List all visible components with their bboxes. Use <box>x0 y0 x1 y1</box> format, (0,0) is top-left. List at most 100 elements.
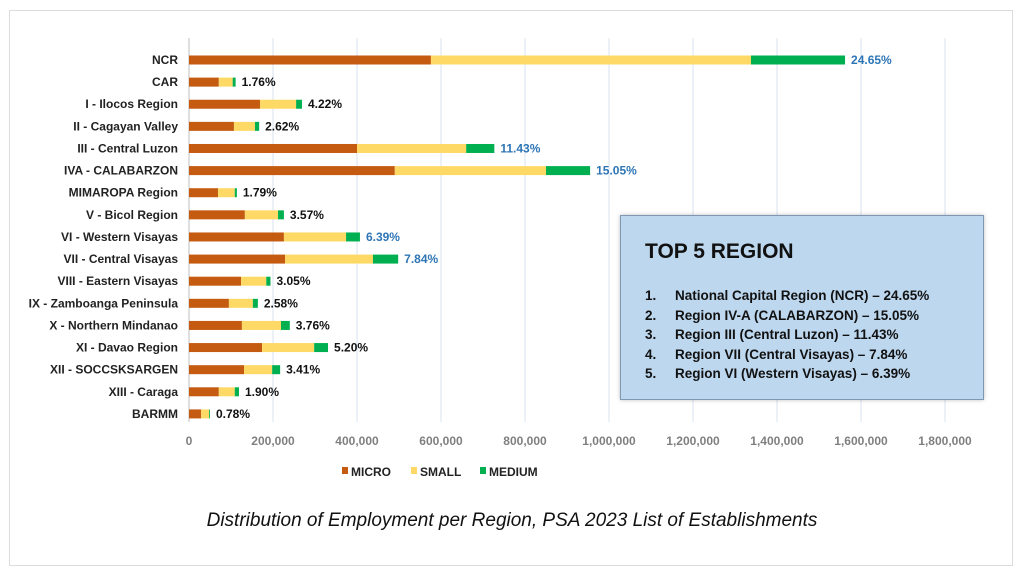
category-label: X - Northern Mindanao <box>49 318 178 332</box>
data-label: 15.05% <box>596 164 637 178</box>
data-label: 1.90% <box>245 385 279 399</box>
top5-item: 3. Region III (Central Luzon) – 11.43% <box>645 325 929 345</box>
top5-item: 1. National Capital Region (NCR) – 24.65% <box>645 286 929 306</box>
bar-medium <box>234 188 237 198</box>
top5-item: 5. Region VI (Western Visayas) – 6.39% <box>645 364 929 384</box>
category-label: II - Cagayan Valley <box>73 119 178 133</box>
bar-small <box>285 254 373 264</box>
top5-item-text: Region VI (Western Visayas) – 6.39% <box>675 366 911 381</box>
bar-small <box>244 365 273 375</box>
data-label: 5.20% <box>334 341 368 355</box>
category-label: III - Central Luzon <box>77 141 178 155</box>
bar-medium <box>232 77 236 87</box>
category-label: IX - Zamboanga Peninsula <box>29 296 179 310</box>
bar-medium <box>234 387 239 397</box>
bar-micro <box>189 232 284 242</box>
data-label: 1.79% <box>243 186 277 200</box>
bar-micro <box>189 409 202 419</box>
bar-small <box>218 387 235 397</box>
category-label: VI - Western Visayas <box>61 230 178 244</box>
top5-title: TOP 5 REGION <box>645 240 794 263</box>
data-label: 3.76% <box>296 318 330 332</box>
x-tick-label: 1,200,000 <box>666 434 720 448</box>
data-label: 1.76% <box>242 75 276 89</box>
category-label: XII - SOCCSKSARGEN <box>50 363 178 377</box>
bar-small <box>259 99 297 109</box>
bar-medium <box>546 166 591 176</box>
top5-item-number: 4. <box>645 346 657 362</box>
x-tick-label: 1,000,000 <box>582 434 636 448</box>
bar-micro <box>189 254 286 264</box>
bar-micro <box>189 343 263 353</box>
category-label: NCR <box>152 53 178 67</box>
data-label: 3.05% <box>276 274 310 288</box>
bar-micro <box>189 365 245 375</box>
legend-label: MEDIUM <box>489 465 538 479</box>
bar-micro <box>189 166 395 176</box>
top5-item: 2. Region IV-A (CALABARZON) – 15.05% <box>645 306 929 326</box>
bar-micro <box>189 298 229 308</box>
data-label: 2.62% <box>265 119 299 133</box>
bar-small <box>430 55 751 65</box>
bar-small <box>357 143 467 153</box>
bar-small <box>283 232 347 242</box>
category-label: V - Bicol Region <box>86 208 178 222</box>
x-tick-label: 0 <box>186 434 193 448</box>
category-label: CAR <box>152 75 178 89</box>
x-tick-labels: 0 200,000 400,000 600,000 800,000 1,000,000 1,… <box>186 434 972 448</box>
bar-small <box>262 343 315 353</box>
x-tick-label: 400,000 <box>335 434 379 448</box>
bar-micro <box>189 77 219 87</box>
x-tick-label: 600,000 <box>419 434 463 448</box>
bar-medium <box>272 365 281 375</box>
legend-label: MICRO <box>351 465 391 479</box>
top5-item-text: Region VII (Central Visayas) – 7.84% <box>675 346 908 362</box>
bar-micro <box>189 188 218 198</box>
bar-micro <box>189 387 219 397</box>
bar-small <box>241 276 267 286</box>
bar-micro <box>189 143 357 153</box>
bar-medium <box>266 276 271 286</box>
category-label: IVA - CALABARZON <box>64 164 178 178</box>
top5-list: 1. National Capital Region (NCR) – 24.65%… <box>645 286 929 384</box>
category-labels: NCR CAR I - Ilocos Region II - Cagayan Vall… <box>29 53 179 421</box>
bar-medium <box>750 55 846 65</box>
bar-medium <box>346 232 360 242</box>
top5-item-text: Region III (Central Luzon) – 11.43% <box>675 327 899 342</box>
bar-micro <box>189 99 260 109</box>
category-label: VIII - Eastern Visayas <box>57 274 178 288</box>
top5-item-number: 2. <box>645 307 657 323</box>
category-label: XIII - Caraga <box>109 385 179 399</box>
top5-item-text: Region IV-A (CALABARZON) – 15.05% <box>675 307 920 323</box>
bar-small <box>233 121 255 131</box>
legend-marker-medium <box>480 467 486 474</box>
data-label: 3.41% <box>286 363 320 377</box>
bar-micro <box>189 276 242 286</box>
data-label: 3.57% <box>290 208 324 222</box>
x-tick-label: 1,800,000 <box>918 434 972 448</box>
x-tick-label: 200,000 <box>251 434 295 448</box>
bar-medium <box>252 298 258 308</box>
value-labels: 24.65% 1.76% 4.22% 2.62% 11.43% 15.05% 1.79% 3.… <box>216 53 892 421</box>
bar-small <box>394 166 546 176</box>
legend-marker-small <box>411 467 417 474</box>
data-label: 24.65% <box>851 53 892 67</box>
bar-micro <box>189 55 431 65</box>
top5-item-number: 5. <box>645 366 657 381</box>
bar-small <box>217 188 235 198</box>
top5-box: TOP 5 REGION 1. National Capital Region (… <box>620 215 984 400</box>
legend: MICRO SMALL MEDIUM <box>342 465 538 479</box>
bar-small <box>218 77 233 87</box>
top5-item: 4. Region VII (Central Visayas) – 7.84% <box>645 345 929 365</box>
data-label: 2.58% <box>264 296 298 310</box>
bar-medium <box>314 343 329 353</box>
bar-small <box>241 320 281 330</box>
bar-medium <box>254 121 260 131</box>
category-label: BARMM <box>132 407 178 421</box>
bar-small <box>201 409 210 419</box>
data-label: 11.43% <box>500 141 540 155</box>
bar-medium <box>278 210 284 220</box>
legend-label: SMALL <box>420 465 461 479</box>
bar-micro <box>189 320 242 330</box>
